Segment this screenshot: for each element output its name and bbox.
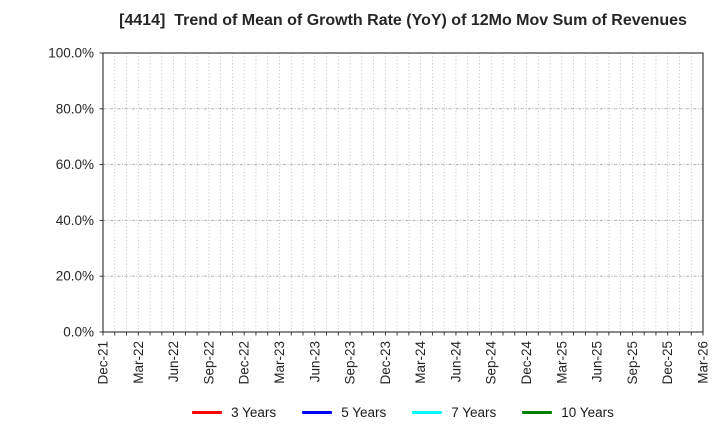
legend-line-7-years-icon: [412, 411, 443, 414]
legend-item-7-years: 7 Years: [412, 405, 496, 420]
y-tick-label: 100.0%: [48, 46, 94, 61]
x-tick-label: Sep-24: [484, 341, 499, 385]
x-tick-label: Jun-25: [590, 341, 605, 382]
legend-label-5-years: 5 Years: [341, 405, 387, 420]
x-tick-label: Mar-24: [413, 341, 428, 384]
x-tick-label: Mar-25: [554, 341, 569, 384]
x-tick-label: Dec-22: [237, 341, 252, 385]
x-tick-label: Sep-22: [201, 341, 216, 385]
x-tick-label: Dec-24: [519, 341, 534, 385]
axes-border: [102, 52, 704, 333]
x-tick-label: Dec-21: [96, 341, 111, 385]
x-tick-label: Jun-23: [307, 341, 322, 382]
legend-label-10-years: 10 Years: [561, 405, 614, 420]
x-tick-label: Jun-24: [448, 341, 463, 383]
horizontal-gridlines: [103, 108, 703, 277]
legend: 3 Years 5 Years 7 Years 10 Years: [103, 405, 703, 420]
x-tick-label: Sep-25: [625, 341, 640, 385]
legend-label-7-years: 7 Years: [451, 405, 497, 420]
legend-line-10-years-icon: [522, 411, 553, 414]
y-tick-labels: 0.0% 20.0% 40.0% 60.0% 80.0% 100.0%: [48, 46, 94, 340]
x-tick-label: Jun-22: [166, 341, 181, 382]
x-tick-label: Dec-23: [378, 341, 393, 385]
y-tick-label: 80.0%: [56, 101, 94, 116]
chart-title: [4414] Trend of Mean of Growth Rate (YoY…: [119, 12, 687, 29]
legend-item-5-years: 5 Years: [302, 405, 386, 420]
x-tick-label: Mar-23: [272, 341, 287, 384]
y-tick-label: 20.0%: [56, 269, 94, 284]
legend-line-5-years-icon: [302, 411, 333, 414]
x-tick-label: Dec-25: [660, 341, 675, 385]
y-tick-label: 60.0%: [56, 157, 94, 172]
x-tick-labels: Dec-21 Mar-22 Jun-22 Sep-22 Dec-22 Mar-23 Jun-…: [96, 341, 711, 385]
x-tick-marks: [102, 332, 704, 336]
legend-item-10-years: 10 Years: [522, 405, 614, 420]
legend-line-3-years-icon: [192, 411, 223, 414]
legend-label-3-years: 3 Years: [231, 405, 277, 420]
x-tick-label: Mar-22: [131, 341, 146, 384]
x-tick-label: Sep-23: [343, 341, 358, 385]
legend-item-3-years: 3 Years: [192, 405, 276, 420]
x-tick-label: Mar-26: [696, 341, 711, 384]
y-tick-marks: [99, 52, 103, 333]
vertical-gridlines: [114, 53, 692, 332]
y-tick-label: 0.0%: [63, 325, 94, 340]
y-tick-label: 40.0%: [56, 213, 94, 228]
